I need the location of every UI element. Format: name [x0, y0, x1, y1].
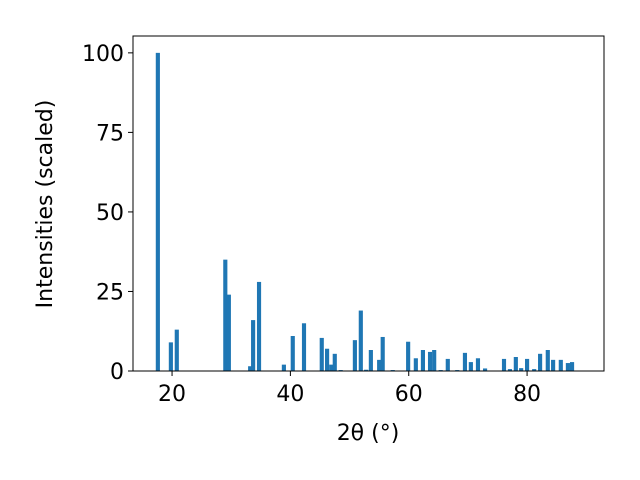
bar	[281, 364, 286, 371]
bar	[468, 362, 473, 371]
bar	[168, 342, 173, 371]
bar	[513, 357, 518, 371]
bar	[432, 350, 437, 371]
bar	[332, 353, 337, 371]
bar	[406, 341, 411, 371]
bar	[368, 350, 373, 371]
bar	[174, 329, 179, 371]
bar	[364, 369, 369, 371]
bar	[507, 369, 512, 371]
bar	[251, 320, 256, 371]
bar	[380, 336, 385, 371]
bar	[475, 358, 481, 371]
bar	[519, 368, 524, 371]
bar	[319, 337, 324, 371]
x-axis-label: 2θ (°)	[337, 421, 400, 446]
bar	[462, 352, 468, 371]
bar	[569, 362, 575, 371]
bar	[420, 350, 426, 371]
bar	[329, 364, 334, 371]
bar	[248, 366, 253, 371]
bar	[551, 359, 556, 371]
bar	[226, 294, 231, 371]
y-tick-label: 100	[82, 42, 124, 67]
bar	[501, 358, 507, 371]
bar	[301, 323, 307, 371]
y-tick-label: 50	[96, 201, 124, 226]
y-tick-label: 75	[96, 121, 124, 146]
bar	[427, 351, 433, 371]
bar	[525, 358, 530, 371]
bar	[565, 363, 570, 371]
bar	[532, 369, 537, 371]
bar	[352, 340, 357, 371]
y-axis-label: Intensities (scaled)	[33, 100, 58, 309]
bar	[155, 52, 160, 371]
bar	[358, 310, 363, 371]
x-tick-label: 40	[276, 382, 304, 407]
bar	[377, 359, 382, 371]
bar	[545, 350, 550, 371]
x-tick-label: 20	[158, 382, 186, 407]
bar	[558, 359, 563, 371]
bar	[445, 358, 450, 371]
y-tick-label: 25	[96, 280, 124, 305]
bar	[223, 259, 228, 371]
bar	[256, 281, 262, 371]
x-tick-label: 60	[395, 382, 423, 407]
plot-frame	[132, 35, 605, 372]
bar	[413, 358, 418, 371]
y-tick-label: 0	[110, 360, 124, 385]
bar	[538, 353, 543, 371]
bar	[290, 336, 295, 371]
bar	[482, 368, 488, 371]
x-tick-label: 80	[513, 382, 541, 407]
bar	[325, 348, 330, 371]
